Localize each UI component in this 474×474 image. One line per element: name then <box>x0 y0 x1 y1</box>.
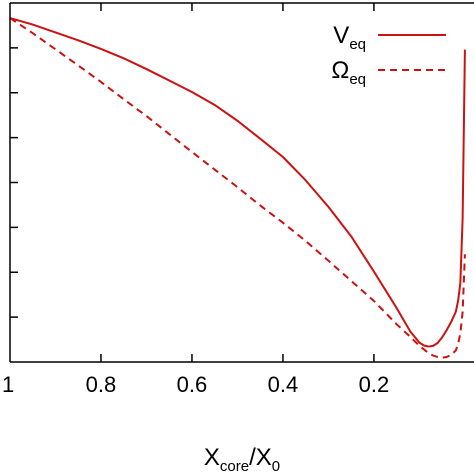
legend-label-0: Veq <box>333 22 366 53</box>
axes-group <box>9 2 474 363</box>
series-group <box>10 17 466 359</box>
axis-labels: 1 0.8 0.6 0.4 0.2 Xcore/X0 <box>2 372 389 474</box>
x-axis-title-part: X <box>204 444 220 471</box>
legend-label-subscript: eq <box>349 71 366 88</box>
legend-label-main: V <box>333 22 349 49</box>
x-tick-label: 1 <box>2 372 14 397</box>
x-tick-label: 0.8 <box>86 372 117 397</box>
x-tick-label: 0.2 <box>359 372 390 397</box>
legend-label-1: Ωeq <box>331 57 366 88</box>
x-axis-title-part: /X <box>249 444 272 471</box>
legend-label-main: Ω <box>331 57 349 84</box>
x-tick-label: 0.6 <box>177 372 208 397</box>
x-tick-label: 0.4 <box>268 372 299 397</box>
series-line-omega-eq <box>10 17 466 359</box>
series-line-v-eq <box>10 17 466 348</box>
x-axis-title-subscript: 0 <box>272 458 280 474</box>
x-axis-title: Xcore/X0 <box>204 444 280 474</box>
legend-label-subscript: eq <box>349 36 366 53</box>
x-axis-title-subscript: core <box>220 458 249 474</box>
